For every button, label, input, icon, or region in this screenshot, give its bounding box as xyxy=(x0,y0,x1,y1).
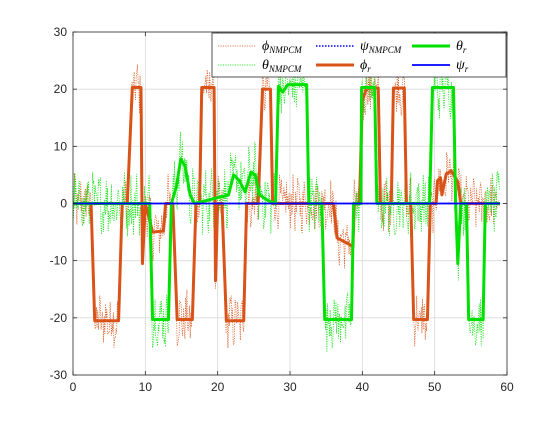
x-tick-label: 0 xyxy=(70,380,77,394)
y-tick-label: -30 xyxy=(50,368,68,382)
series-layer xyxy=(72,54,500,353)
x-tick-label: 10 xyxy=(139,380,153,394)
series-line-theta_r xyxy=(73,83,500,322)
x-tick-label: 60 xyxy=(500,380,514,394)
y-tick-label: 0 xyxy=(60,197,67,211)
legend-box xyxy=(211,32,507,78)
legend: ϕNMPCM ψNMPCM θr θNMPCM ϕr ψr xyxy=(211,32,507,78)
legend-label-theta_r: θr xyxy=(456,39,467,55)
y-tick-label: 30 xyxy=(54,25,68,39)
series-line-phi_r xyxy=(73,85,500,323)
x-tick-label: 40 xyxy=(356,380,370,394)
y-tick-label: -20 xyxy=(50,311,68,325)
legend-label-psi_nmpcm: ψNMPCM xyxy=(360,39,402,55)
y-tick-label: 20 xyxy=(54,82,68,96)
x-tick-label: 20 xyxy=(211,380,225,394)
legend-label-phi_nmpcm: ϕNMPCM xyxy=(262,39,302,55)
x-tick-label: 30 xyxy=(283,380,297,394)
axis-ticks: 0 10 20 30 40 50 60 -30 -20 -10 0 10 20 30 xyxy=(50,25,514,394)
y-tick-label: -10 xyxy=(50,254,68,268)
legend-label-phi_r: ϕr xyxy=(360,58,371,74)
legend-label-psi_r: ψr xyxy=(456,58,469,74)
y-tick-label: 10 xyxy=(54,139,68,153)
legend-label-theta_nmpcm: θNMPCM xyxy=(262,58,302,74)
x-tick-label: 50 xyxy=(428,380,442,394)
